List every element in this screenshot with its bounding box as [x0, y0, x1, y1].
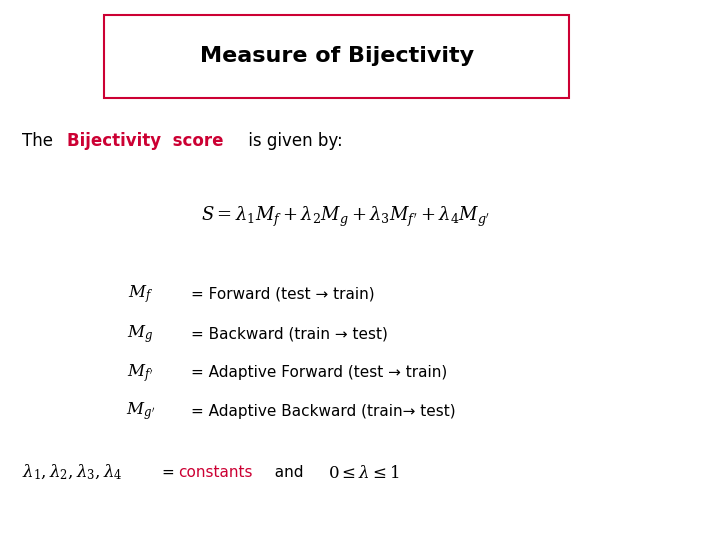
Text: = Forward (test → train): = Forward (test → train) [191, 287, 374, 302]
Text: = Adaptive Backward (train→ test): = Adaptive Backward (train→ test) [191, 404, 456, 419]
Text: The: The [22, 132, 58, 151]
Text: $M_g$: $M_g$ [127, 323, 153, 345]
Text: = Adaptive Forward (test → train): = Adaptive Forward (test → train) [191, 365, 447, 380]
Text: Measure of Bijectivity: Measure of Bijectivity [199, 46, 474, 66]
Text: Bijectivity  score: Bijectivity score [67, 132, 223, 151]
Text: constants: constants [179, 465, 253, 480]
Text: =: = [162, 465, 179, 480]
Text: $S = \lambda_1 M_f + \lambda_2 M_g + \lambda_3 M_{f'} + \lambda_4 M_{g'}$: $S = \lambda_1 M_f + \lambda_2 M_g + \la… [201, 205, 490, 229]
Text: = Backward (train → test): = Backward (train → test) [191, 326, 387, 341]
Text: $M_{f'}$: $M_{f'}$ [127, 362, 153, 383]
Text: $M_{g'}$: $M_{g'}$ [126, 401, 155, 422]
FancyBboxPatch shape [104, 15, 569, 98]
Text: $\lambda_1, \lambda_2, \lambda_3, \lambda_4$: $\lambda_1, \lambda_2, \lambda_3, \lambd… [22, 463, 122, 482]
Text: $0 \leq \lambda \leq 1$: $0 \leq \lambda \leq 1$ [328, 463, 400, 482]
Text: $M_f$: $M_f$ [127, 284, 153, 305]
Text: is given by:: is given by: [243, 132, 343, 151]
Text: and: and [265, 465, 303, 480]
